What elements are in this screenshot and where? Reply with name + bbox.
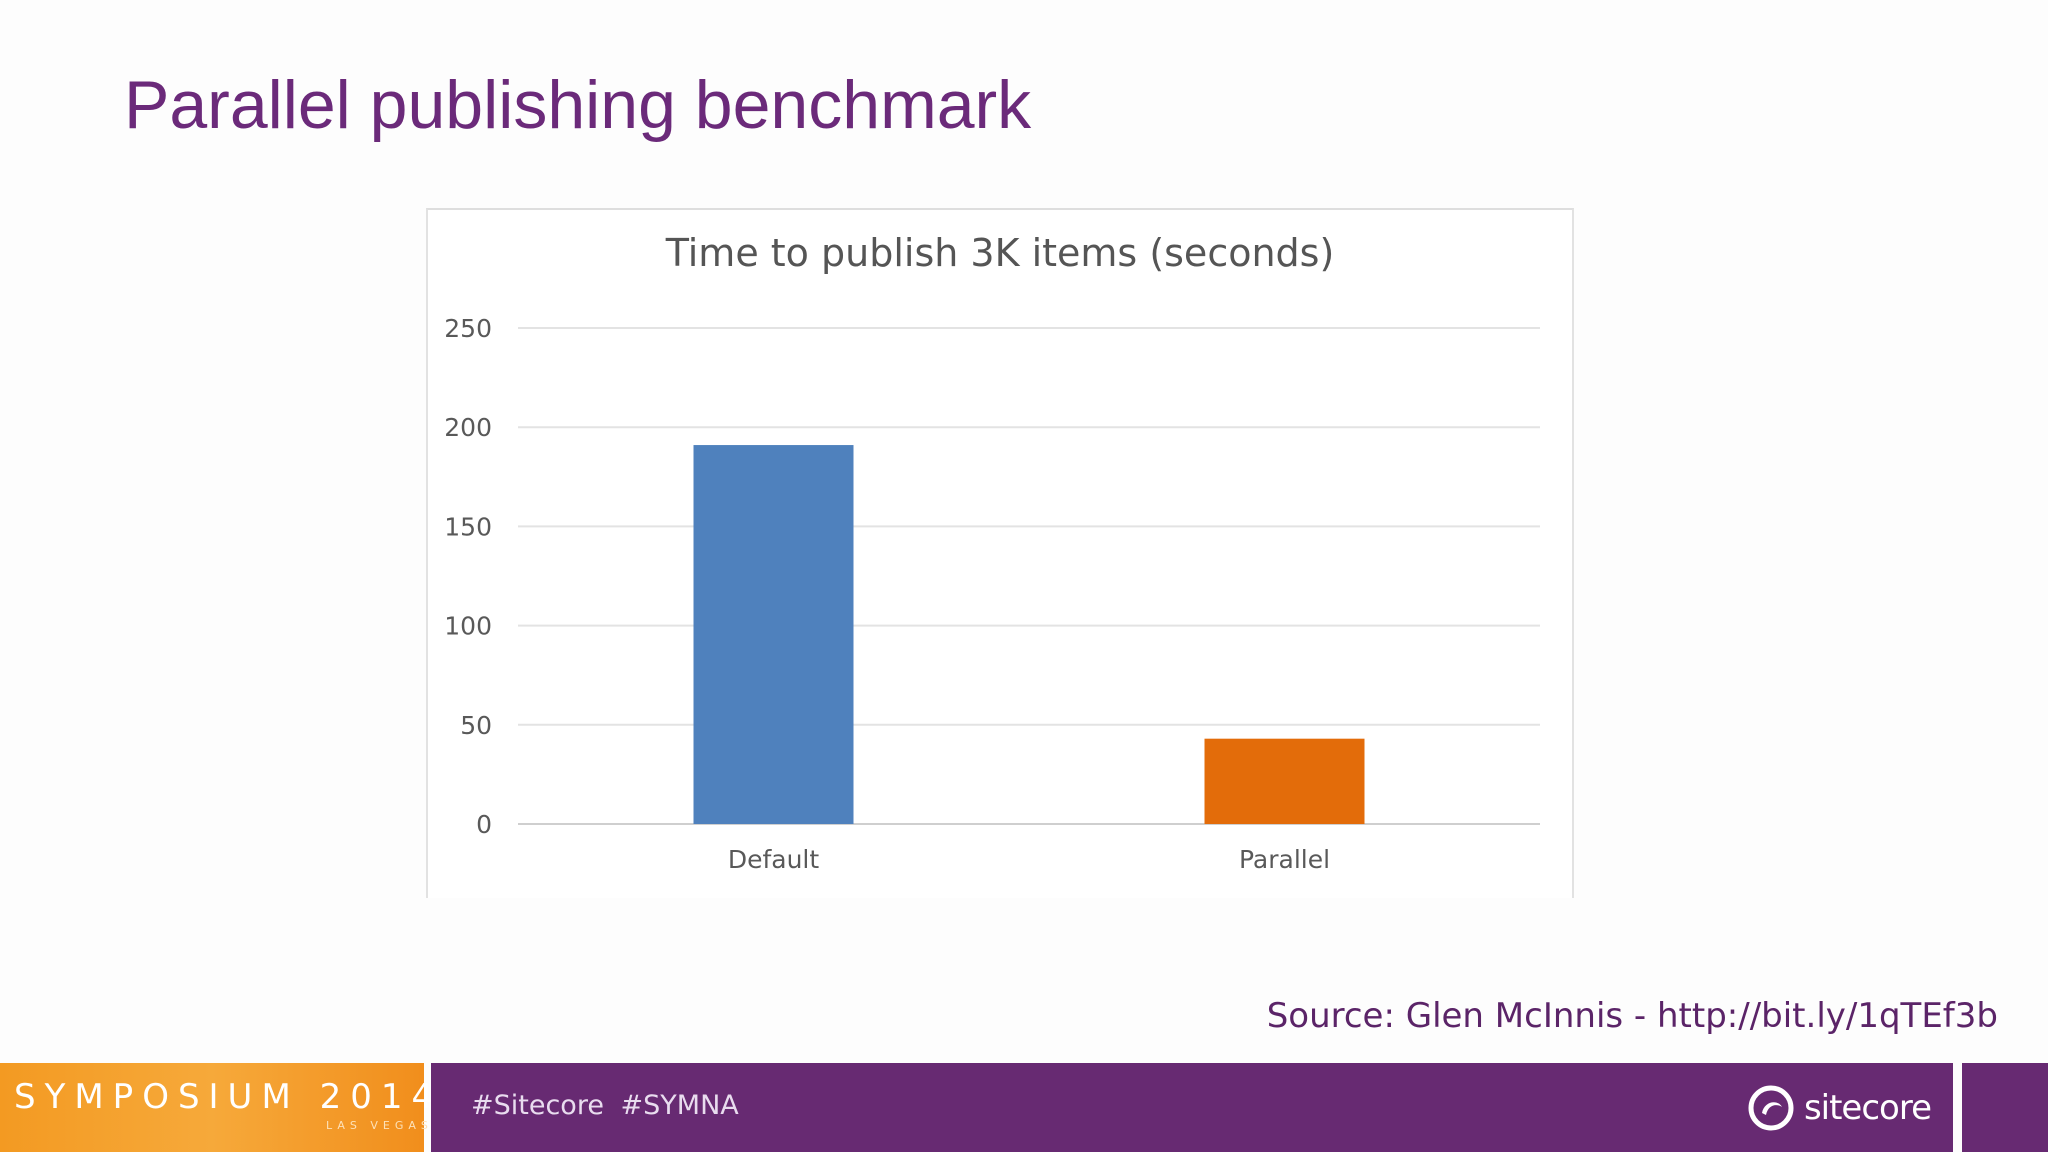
y-axis-ticks: 0 50 100 150 200 250 bbox=[444, 314, 492, 839]
event-name: SYMPOSIUM 2014 bbox=[14, 1077, 443, 1117]
bar-parallel bbox=[1204, 738, 1365, 824]
y-tick-label: 0 bbox=[476, 810, 492, 839]
y-tick-label: 50 bbox=[460, 711, 492, 740]
y-tick-label: 200 bbox=[444, 413, 492, 442]
x-category-label: Default bbox=[728, 845, 820, 874]
footer-purple-band: #Sitecore #SYMNA sitecore bbox=[431, 1063, 1953, 1152]
footer-bar: SYMPOSIUM 2014 LAS VEGAS #Sitecore #SYMN… bbox=[0, 1063, 2048, 1152]
footer-purple-end bbox=[1962, 1063, 2048, 1152]
x-category-label: Parallel bbox=[1239, 845, 1330, 874]
bar-chart: Time to publish 3K items (seconds) 0 50 10… bbox=[426, 208, 1574, 898]
chart-title: Time to publish 3K items (seconds) bbox=[665, 231, 1335, 275]
hashtags: #Sitecore #SYMNA bbox=[471, 1090, 739, 1121]
x-axis-labels: Default Parallel bbox=[728, 845, 1330, 874]
sitecore-logo: sitecore bbox=[1748, 1081, 1932, 1135]
source-citation: Source: Glen McInnis - http://bit.ly/1qT… bbox=[1266, 996, 1998, 1036]
symposium-badge: SYMPOSIUM 2014 LAS VEGAS bbox=[0, 1063, 433, 1152]
chart-canvas: Time to publish 3K items (seconds) 0 50 10… bbox=[444, 231, 1540, 874]
gridlines bbox=[518, 327, 1540, 825]
event-location: LAS VEGAS bbox=[326, 1119, 433, 1132]
slide-title: Parallel publishing benchmark bbox=[124, 67, 1032, 143]
y-tick-label: 250 bbox=[444, 314, 492, 343]
sitecore-swirl-icon bbox=[1748, 1085, 1794, 1131]
y-tick-label: 100 bbox=[444, 612, 492, 641]
brand-name: sitecore bbox=[1803, 1088, 1932, 1128]
bar-default bbox=[693, 445, 854, 824]
y-tick-label: 150 bbox=[444, 512, 492, 541]
bars bbox=[693, 445, 1365, 824]
